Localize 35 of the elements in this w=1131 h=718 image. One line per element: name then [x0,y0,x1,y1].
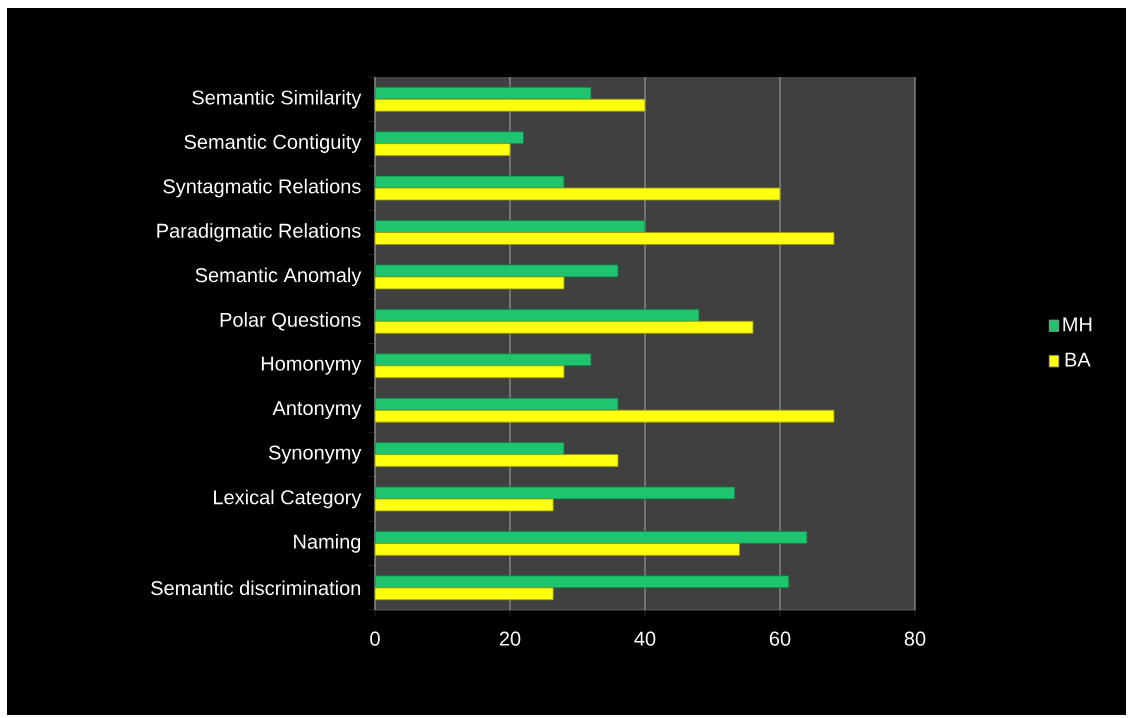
bar [375,365,565,379]
x-tick-label: 20 [499,631,521,646]
bar [375,308,700,322]
y-tick-label: Semantic Anomaly [195,267,362,287]
bar [375,86,592,100]
legend-label: BA [1065,352,1091,367]
y-tick-label: Antonymy [272,401,362,420]
bar [375,454,619,467]
bar [375,353,592,367]
y-tick-label: Homonymy [261,356,362,375]
x-tick-label: 80 [904,631,926,646]
y-tick-label: Paradigmatic Relations [157,223,361,242]
y-tick-label: Semantic Similarity [192,89,362,109]
bar [375,143,511,157]
legend-label: MH [1063,317,1092,332]
y-tick-label: Syntagmatic Relations [163,178,361,198]
bar [375,220,646,233]
bar [375,232,835,245]
bar [375,575,790,589]
bar [375,131,524,145]
y-tick-label: Lexical Category [214,489,362,509]
bar [375,442,565,455]
bar [375,587,554,601]
y-tick-label: Semantic discrimination [151,580,361,596]
y-tick-label: Semantic Contiguity [184,134,362,153]
y-tick-label: Polar Questions [220,312,361,331]
bar [375,320,754,334]
bar [375,98,646,112]
bar [375,542,740,556]
x-tick-label: 40 [634,631,656,646]
x-tick-label: 0 [370,631,380,646]
y-tick-label: Naming [294,534,361,553]
bar [375,530,808,544]
y-tick-label: Synonymy [268,445,362,464]
x-tick-label: 60 [769,631,791,646]
